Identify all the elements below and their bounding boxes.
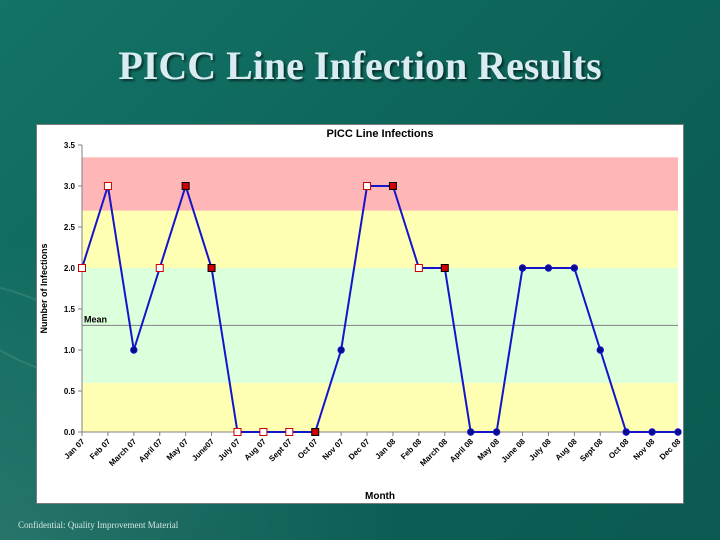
data-point [648,428,656,436]
y-tick-label: 3.0 [64,182,76,191]
data-point [181,182,190,190]
data-point [155,264,164,272]
data-point [78,264,86,272]
mean-label: Mean [84,314,107,324]
x-tick-label: Oct 08 [607,437,631,461]
data-point [544,264,553,272]
x-tick-label: June07 [190,437,216,463]
x-tick-label: Feb 08 [399,437,424,462]
confidentiality-footer: Confidential: Quality Improvement Materi… [18,520,179,530]
x-tick-label: Nov 07 [321,437,346,462]
data-point [570,264,579,272]
data-point [363,182,372,190]
x-tick-label: Feb 07 [88,437,113,462]
x-tick-label: Dec 08 [658,437,683,462]
data-point [466,428,475,436]
data-point [207,264,216,272]
y-tick-label: 0.5 [64,387,76,396]
data-point [259,428,268,436]
x-tick-label: July 08 [527,437,553,463]
x-tick-label: May 07 [165,437,191,463]
x-axis-label: Month [365,491,395,502]
x-tick-label: Aug 07 [243,437,269,463]
x-tick-label: March 08 [418,437,449,468]
x-tick-label: Jan 07 [62,437,86,461]
y-tick-label: 2.5 [64,223,76,232]
y-tick-label: 1.5 [64,305,76,314]
slide-title: PICC Line Infection Results [118,43,602,88]
y-axis-label: Number of Infections [39,243,49,333]
data-point [285,428,294,436]
control-band-red [82,157,678,211]
data-point [440,264,449,272]
x-tick-label: May 08 [476,437,502,463]
data-point [130,346,138,354]
x-tick-label: March 07 [107,437,138,468]
x-tick-label: Nov 08 [632,437,657,462]
y-tick-label: 2.0 [64,264,76,273]
data-point [674,428,682,436]
data-point [388,182,397,190]
x-tick-label: April 08 [448,437,476,465]
x-tick-label: Sept 08 [578,437,605,464]
data-point [622,428,630,436]
y-tick-label: 0.0 [64,428,76,437]
chart-frame: Mean 0.0 0.5 1.0 1.5 2.0 2.5 3.0 3.5 Jan 07 Feb 07… [36,124,684,504]
x-tick-label: Aug 08 [554,437,580,463]
x-tick-label: Sept 07 [267,437,294,464]
x-tick-label: July 07 [216,437,242,463]
x-tick-label: April 07 [137,437,165,465]
data-point [518,264,527,272]
data-point [596,346,604,354]
chart-title: PICC Line Infections [327,128,434,140]
data-point [103,182,112,190]
data-point [337,346,345,354]
series-line [81,182,678,433]
picc-line-chart: Mean 0.0 0.5 1.0 1.5 2.0 2.5 3.0 3.5 Jan 07 Feb 07… [39,128,683,502]
x-tick-label: Jan 08 [373,437,397,461]
data-point [414,264,423,272]
x-tick-label: Dec 07 [347,437,372,462]
data-point [311,428,320,436]
data-point [233,428,242,436]
y-tick-label: 1.0 [64,346,76,355]
data-point [492,428,501,436]
x-tick-label: June 08 [500,437,528,465]
y-tick-label: 3.5 [64,141,76,150]
control-band-yellow [82,210,678,268]
control-band-yellow [82,382,678,432]
x-tick-label: Oct 07 [296,437,320,461]
